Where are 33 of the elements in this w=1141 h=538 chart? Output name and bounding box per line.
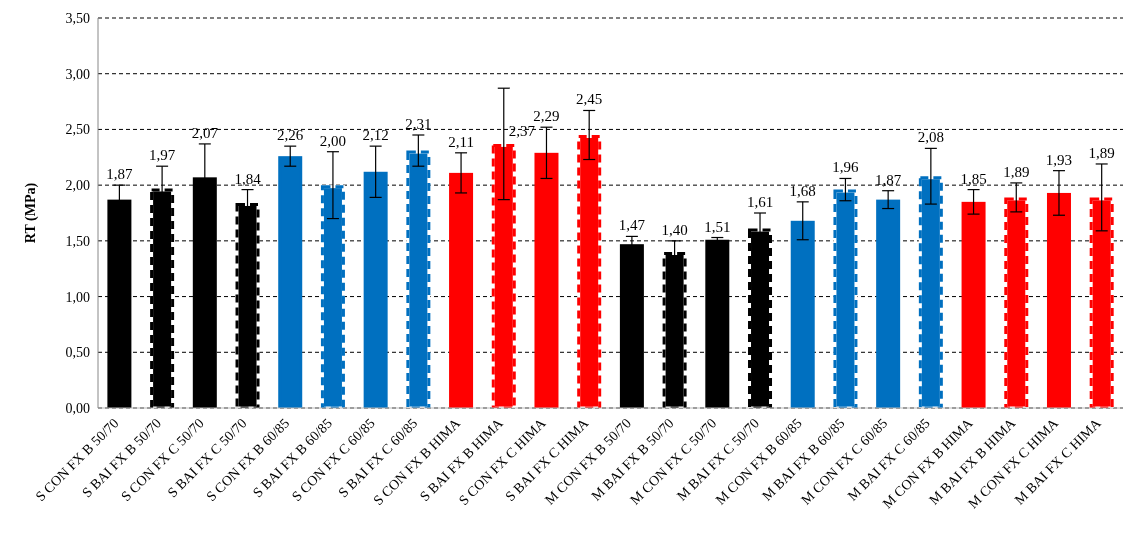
data-label: 2,31 [405,116,432,132]
y-tick-label: 1,00 [65,289,90,305]
data-label: 1,87 [106,166,134,183]
y-tick-label: 1,50 [65,233,90,249]
data-label: 1,84 [234,170,262,187]
data-label: 1,47 [618,217,646,234]
y-tick-label: 3,50 [65,10,90,26]
y-tick-label: 0,00 [65,400,90,416]
data-label: 1,93 [1045,151,1073,168]
data-label: 1,61 [746,194,774,210]
data-label: 2,29 [533,108,560,125]
data-label: 2,26 [277,127,304,144]
y-tick-label: 2,50 [65,122,90,138]
data-label: 1,85 [960,170,987,187]
data-label: 2,07 [191,124,219,141]
data-label: 2,37 [508,122,536,139]
y-tick-label: 0,50 [65,345,90,361]
y-tick-label: 2,00 [65,178,90,194]
data-label: 2,08 [917,129,944,146]
data-label: 2,45 [576,91,603,108]
data-label: 2,00 [319,132,347,149]
y-tick-label: 3,00 [65,66,90,82]
data-label: 1,89 [1088,144,1115,161]
data-label: 1,87 [875,171,902,188]
data-label: 2,12 [362,127,389,144]
data-label: 2,11 [448,133,474,150]
data-label: 1,68 [789,182,816,199]
data-label: 1,40 [661,221,688,238]
data-label: 1,51 [704,218,731,235]
y-axis-title: RT (MPa) [22,182,39,244]
data-label: 1,89 [1003,163,1030,180]
data-label: 1,97 [148,147,176,164]
data-label: 1,96 [832,159,860,176]
